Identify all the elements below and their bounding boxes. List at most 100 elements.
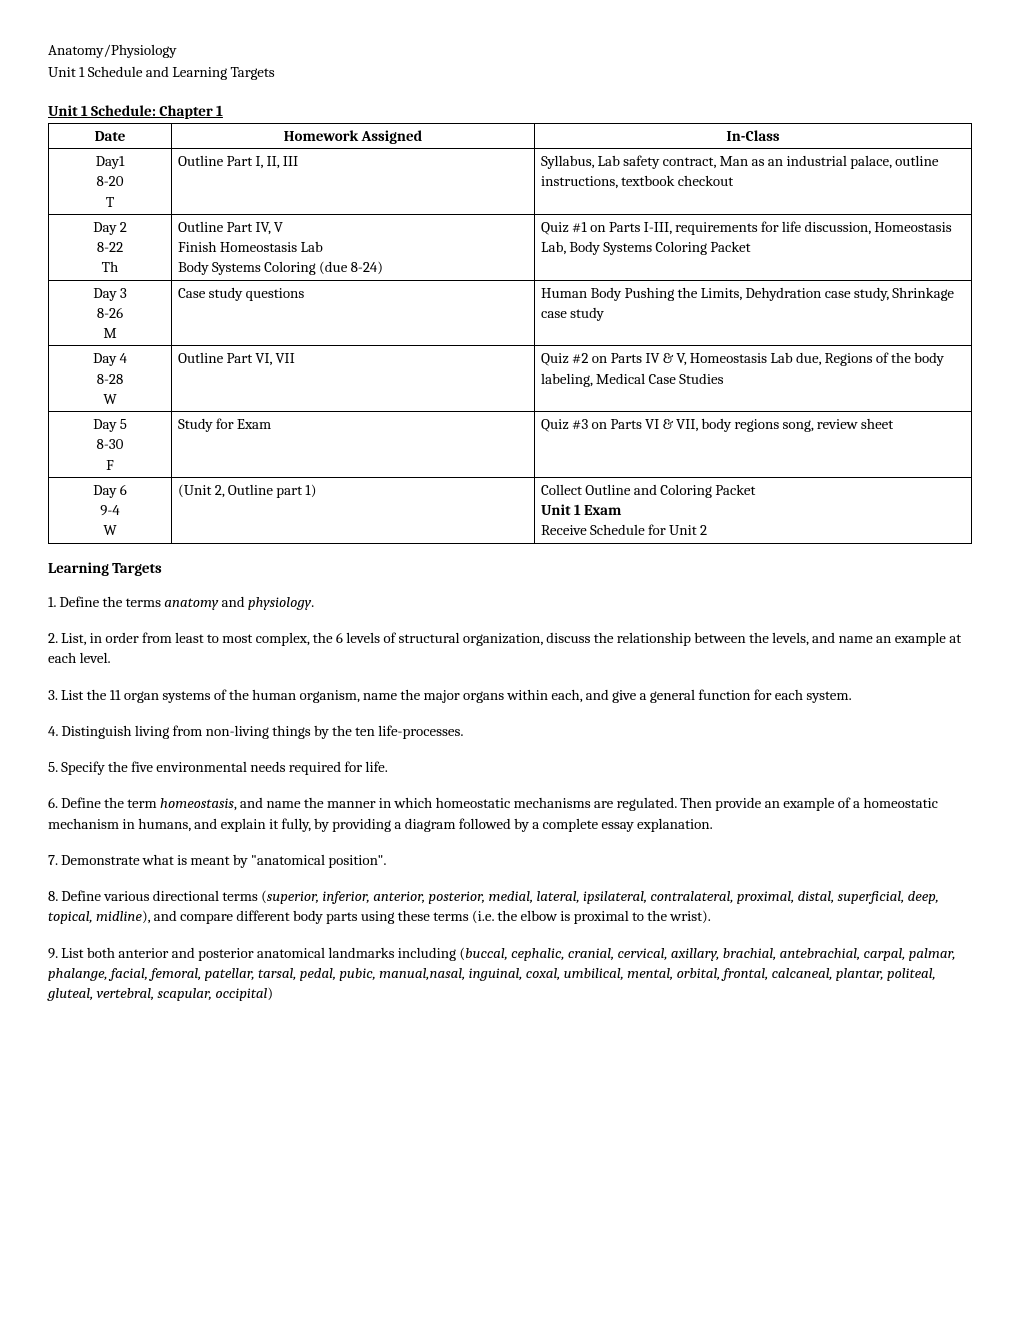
lt-number: 1. [48,593,56,611]
date-line: Day1 [55,151,165,171]
inclass-line: Quiz #3 on Parts VI & VII, body regions … [541,414,965,434]
lt-number: 7. [48,851,58,869]
lt-text: Define the term [58,794,160,812]
date-cell: Day 38-26M [49,280,172,346]
date-line: W [55,520,165,540]
table-row: Day 58-30F Study for Exam Quiz #3 on Parts… [49,412,972,478]
homework-cell: Outline Part IV, VFinish Homeostasis Lab… [172,214,535,280]
learning-target-item: 8. Define various directional terms (sup… [48,886,972,927]
lt-number: 8. [48,887,58,905]
learning-target-item: 9. List both anterior and posterior anat… [48,943,972,1004]
lt-italic: homeostasis [160,794,234,812]
learning-target-item: 7. Demonstrate what is meant by "anatomi… [48,850,972,870]
lt-text: ) [267,984,273,1002]
learning-target-item: 6. Define the term homeostasis, and name… [48,793,972,834]
col-hw-header: Homework Assigned [172,123,535,148]
date-line: Day 2 [55,217,165,237]
lt-text: Distinguish living from non-living thing… [58,722,463,740]
learning-target-item: 5. Specify the five environmental needs … [48,757,972,777]
inclass-line: Receive Schedule for Unit 2 [541,520,965,540]
table-row: Day 69-4W (Unit 2, Outline part 1) Collect… [49,477,972,543]
homework-cell: Outline Part VI, VII [172,346,535,412]
date-line: Day 6 [55,480,165,500]
homework-line: (Unit 2, Outline part 1) [178,480,528,500]
inclass-line: Human Body Pushing the Limits, Dehydrati… [541,283,965,324]
date-line: 8-28 [55,369,165,389]
inclass-cell: Collect Outline and Coloring PacketUnit … [535,477,972,543]
homework-line: Case study questions [178,283,528,303]
homework-line: Outline Part I, II, III [178,151,528,171]
lt-text: Define the terms [56,593,164,611]
lt-text: . [311,593,314,611]
inclass-cell: Quiz #1 on Parts I-III, requirements for… [535,214,972,280]
lt-number: 9. [48,944,58,962]
homework-line: Finish Homeostasis Lab [178,237,528,257]
date-line: 8-20 [55,171,165,191]
date-line: Th [55,257,165,277]
lt-italic: physiology [248,593,311,611]
lt-text: and [218,593,248,611]
date-cell: Day 69-4W [49,477,172,543]
lt-number: 2. [48,629,58,647]
course-title: Anatomy/Physiology [48,40,972,60]
date-line: 8-26 [55,303,165,323]
lt-text: List both anterior and posterior anatomi… [58,944,465,962]
lt-number: 4. [48,722,58,740]
table-row: Day 28-22ThOutline Part IV, VFinish Home… [49,214,972,280]
doc-subtitle: Unit 1 Schedule and Learning Targets [48,62,972,82]
date-cell: Day 58-30F [49,412,172,478]
inclass-line: Collect Outline and Coloring Packet [541,480,965,500]
table-row: Day 38-26M Case study questions Human Body… [49,280,972,346]
learning-target-item: 4. Distinguish living from non-living th… [48,721,972,741]
date-cell: Day18-20T [49,149,172,215]
learning-target-item: 2. List, in order from least to most com… [48,628,972,669]
lt-text: Define various directional terms ( [58,887,267,905]
lt-italic: anatomy [164,593,218,611]
date-line: T [55,192,165,212]
date-line: 8-22 [55,237,165,257]
inclass-line: Quiz #2 on Parts IV & V, Homeostasis Lab… [541,348,965,389]
inclass-line: Unit 1 Exam [541,500,965,520]
date-line: W [55,389,165,409]
date-cell: Day 28-22Th [49,214,172,280]
inclass-line: Syllabus, Lab safety contract, Man as an… [541,151,965,192]
lt-text: Demonstrate what is meant by "anatomical… [58,851,387,869]
homework-line: Study for Exam [178,414,528,434]
homework-cell: Case study questions [172,280,535,346]
lt-number: 3. [48,686,58,704]
homework-line: Outline Part VI, VII [178,348,528,368]
lt-number: 6. [48,794,58,812]
date-cell: Day 48-28W [49,346,172,412]
lt-text: List the 11 organ systems of the human o… [58,686,852,704]
col-class-header: In-Class [535,123,972,148]
inclass-cell: Quiz #3 on Parts VI & VII, body regions … [535,412,972,478]
date-line: Day 5 [55,414,165,434]
col-date-header: Date [49,123,172,148]
inclass-cell: Human Body Pushing the Limits, Dehydrati… [535,280,972,346]
homework-cell: (Unit 2, Outline part 1) [172,477,535,543]
inclass-cell: Quiz #2 on Parts IV & V, Homeostasis Lab… [535,346,972,412]
date-line: M [55,323,165,343]
inclass-cell: Syllabus, Lab safety contract, Man as an… [535,149,972,215]
homework-cell: Study for Exam [172,412,535,478]
table-row: Day 48-28W Outline Part VI, VII Quiz #2 on… [49,346,972,412]
date-line: 9-4 [55,500,165,520]
inclass-line: Quiz #1 on Parts I-III, requirements for… [541,217,965,258]
date-line: F [55,455,165,475]
lt-text: Specify the five environmental needs req… [58,758,388,776]
lt-text: List, in order from least to most comple… [48,629,961,667]
schedule-title: Unit 1 Schedule: Chapter 1 [48,101,972,121]
table-row: Day18-20T Outline Part I, II, III Syllabus… [49,149,972,215]
homework-line: Outline Part IV, V [178,217,528,237]
lt-text: ), and compare different body parts usin… [142,907,711,925]
date-line: Day 3 [55,283,165,303]
table-header-row: Date Homework Assigned In-Class [49,123,972,148]
date-line: 8-30 [55,434,165,454]
schedule-table: Date Homework Assigned In-Class Day18-20… [48,123,972,544]
lt-number: 5. [48,758,58,776]
learning-target-item: 1. Define the terms anatomy and physiolo… [48,592,972,612]
homework-cell: Outline Part I, II, III [172,149,535,215]
learning-targets-heading: Learning Targets [48,558,972,578]
learning-target-item: 3. List the 11 organ systems of the huma… [48,685,972,705]
homework-line: Body Systems Coloring (due 8-24) [178,257,528,277]
